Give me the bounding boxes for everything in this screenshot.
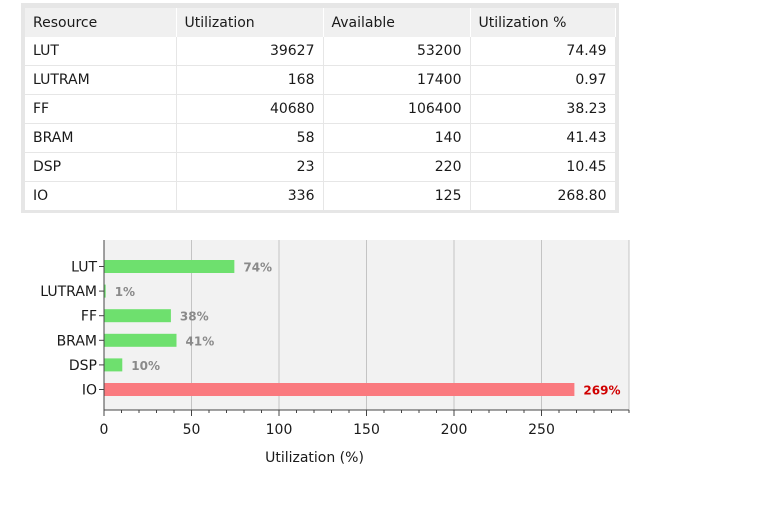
x-tick-label: 200	[441, 422, 468, 438]
table-header-row: Resource Utilization Available Utilizati…	[25, 8, 616, 37]
cell-available: 220	[323, 152, 471, 182]
cell-resource: FF	[25, 94, 177, 124]
y-tick-label: BRAM	[57, 333, 97, 349]
utilization-table-panel: Resource Utilization Available Utilizati…	[21, 3, 619, 213]
y-tick-label: FF	[81, 309, 97, 325]
cell-utilization: 336	[176, 181, 324, 211]
data-label: 1%	[115, 285, 135, 299]
cell-utilization-percent: 38.23	[470, 94, 616, 124]
cell-resource: IO	[25, 181, 177, 211]
data-label: 10%	[131, 359, 160, 373]
utilization-table: Resource Utilization Available Utilizati…	[25, 8, 616, 211]
x-tick-label: 50	[183, 422, 201, 438]
column-header-utilization[interactable]: Utilization	[176, 8, 324, 37]
table-row[interactable]: BRAM 58 140 41.43	[25, 123, 616, 153]
bar-lutram[interactable]	[104, 284, 106, 298]
data-label: 74%	[243, 261, 272, 275]
bar-bram[interactable]	[104, 333, 177, 347]
cell-utilization: 39627	[176, 37, 324, 66]
cell-available: 17400	[323, 65, 471, 95]
bar-lut[interactable]	[104, 260, 235, 273]
bar-dsp[interactable]	[104, 358, 123, 372]
cell-available: 140	[323, 123, 471, 153]
cell-utilization: 58	[176, 123, 324, 153]
y-tick-label: IO	[82, 383, 97, 399]
y-tick-label: LUTRAM	[40, 284, 97, 300]
cell-available: 53200	[323, 37, 471, 66]
y-tick-label: DSP	[69, 358, 97, 374]
x-tick-label: 250	[528, 422, 555, 438]
table-row[interactable]: IO 336 125 268.80	[25, 181, 616, 211]
cell-utilization-percent: 10.45	[470, 152, 616, 182]
data-label: 41%	[186, 334, 215, 348]
bar-io[interactable]	[104, 383, 575, 396]
cell-resource: LUTRAM	[25, 65, 177, 95]
bar-ff[interactable]	[104, 309, 171, 323]
cell-resource: BRAM	[25, 123, 177, 153]
x-tick-label: 100	[266, 422, 293, 438]
table-row[interactable]: LUTRAM 168 17400 0.97	[25, 65, 616, 95]
cell-utilization: 23	[176, 152, 324, 182]
cell-resource: LUT	[25, 37, 177, 66]
cell-available: 125	[323, 181, 471, 211]
column-header-resource[interactable]: Resource	[25, 8, 177, 37]
cell-utilization: 40680	[176, 94, 324, 124]
cell-utilization-percent: 41.43	[470, 123, 616, 153]
table-row[interactable]: LUT 39627 53200 74.49	[25, 37, 616, 66]
table-row[interactable]: DSP 23 220 10.45	[25, 152, 616, 182]
cell-utilization: 168	[176, 65, 324, 95]
utilization-bar-chart: 0 50 100 150 200 250 LUT 74% LUTRAM 1% FF 38% BRAM 41…	[40, 240, 630, 466]
data-label: 38%	[180, 310, 209, 324]
x-tick-label: 0	[100, 422, 109, 438]
data-label: 269%	[583, 384, 620, 398]
cell-resource: DSP	[25, 152, 177, 182]
column-header-available[interactable]: Available	[323, 8, 471, 37]
utilization-chart-panel: 0 50 100 150 200 250 LUT 74% LUTRAM 1% FF 38% BRAM 41…	[0, 230, 769, 521]
column-header-utilization-percent[interactable]: Utilization %	[470, 8, 616, 37]
y-tick-label: LUT	[71, 260, 97, 276]
cell-utilization-percent: 268.80	[470, 181, 616, 211]
cell-utilization-percent: 74.49	[470, 37, 616, 66]
x-axis-label: Utilization (%)	[265, 450, 364, 466]
x-tick-label: 150	[353, 422, 380, 438]
cell-available: 106400	[323, 94, 471, 124]
table-row[interactable]: FF 40680 106400 38.23	[25, 94, 616, 124]
cell-utilization-percent: 0.97	[470, 65, 616, 95]
